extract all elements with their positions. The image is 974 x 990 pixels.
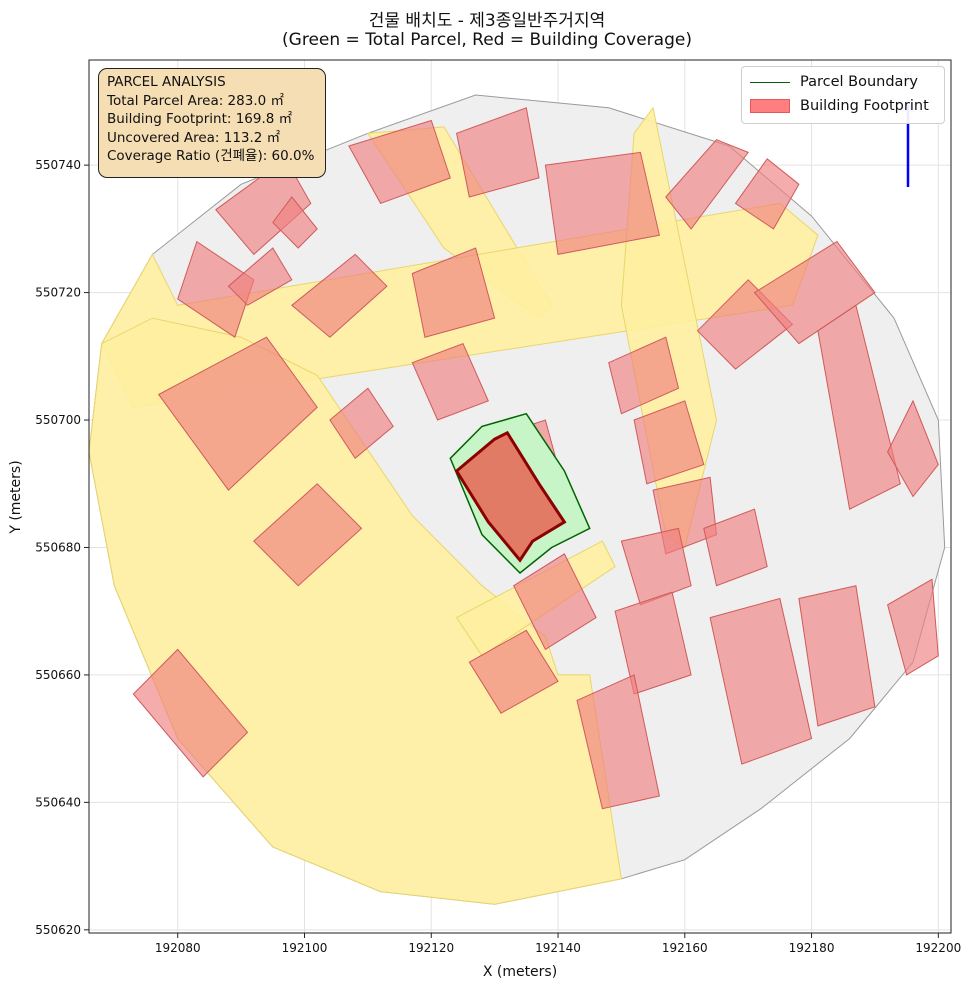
y-tick-label: 550720 (35, 286, 81, 300)
legend-label-boundary: Parcel Boundary (800, 74, 918, 90)
building-footprint (614, 591, 692, 695)
building-footprint (329, 387, 394, 460)
building-footprint (157, 336, 318, 491)
y-tick-label: 550740 (35, 158, 81, 172)
building-footprint (227, 247, 293, 306)
x-tick-label: 192180 (789, 941, 835, 955)
y-tick-label: 550700 (35, 413, 81, 427)
building-footprint (887, 399, 939, 498)
building-footprint (253, 483, 363, 587)
chart-subtitle: (Green = Total Parcel, Red = Building Co… (282, 30, 692, 50)
building-footprint (703, 508, 768, 587)
building-footprint (633, 400, 705, 485)
building-footprint (665, 139, 749, 230)
plot-frame (88, 59, 952, 934)
info-heading: PARCEL ANALYSIS (107, 74, 226, 90)
building-footprint (734, 158, 800, 230)
building-footprint (753, 240, 876, 345)
info-uncovered: Uncovered Area: 113.2 ㎡ (107, 129, 281, 146)
building-footprint (468, 629, 559, 714)
y-tick-label: 550620 (35, 923, 81, 937)
building-footprint (513, 553, 597, 651)
parcel-analysis-box: PARCEL ANALYSIS Total Parcel Area: 283.0… (98, 68, 326, 178)
building-footprint (798, 585, 876, 727)
y-axis-label: Y (meters) (8, 460, 24, 534)
info-footprint: Building Footprint: 169.8 ㎡ (107, 111, 293, 127)
chart-title: 건물 배치도 - 제3종일반주거지역 (368, 11, 606, 31)
building-footprint (348, 119, 451, 205)
building-footprint (817, 304, 901, 510)
building-footprint (544, 151, 661, 255)
building-footprint (887, 578, 939, 676)
x-axis-label: X (meters) (483, 964, 557, 980)
info-total-area: Total Parcel Area: 283.0 ㎡ (107, 92, 284, 109)
y-tick-label: 550640 (35, 795, 81, 809)
building-footprint (132, 648, 249, 778)
building-footprint (620, 527, 692, 606)
legend: Parcel Boundary Building Footprint (741, 66, 945, 124)
legend-patch-swatch (750, 99, 790, 113)
building-footprint (608, 336, 680, 415)
x-tick-label: 192120 (408, 941, 454, 955)
x-tick-label: 192140 (535, 941, 581, 955)
x-tick-label: 192100 (282, 941, 328, 955)
building-footprint (709, 597, 813, 765)
building-footprint (456, 107, 540, 198)
building-footprint (291, 253, 388, 338)
legend-item-boundary: Parcel Boundary (750, 71, 918, 93)
tick-layer: 192080 192100 192120 192140 192160 192180 1922… (35, 158, 961, 955)
x-tick-label: 192200 (915, 941, 961, 955)
target-building-footprint (454, 430, 567, 563)
x-tick-label: 192160 (662, 941, 708, 955)
y-tick-label: 550660 (35, 668, 81, 682)
map-layer (88, 94, 946, 905)
building-footprint (576, 674, 660, 810)
y-tick-label: 550680 (35, 540, 81, 554)
legend-line-swatch (750, 81, 790, 83)
building-footprint (272, 196, 318, 249)
x-tick-label: 192080 (155, 941, 201, 955)
building-footprint (411, 342, 489, 421)
legend-label-footprint: Building Footprint (800, 98, 929, 114)
info-coverage-ratio: Coverage Ratio (건폐율): 60.0% (107, 148, 315, 164)
legend-item-footprint: Building Footprint (750, 95, 929, 117)
building-footprint (411, 247, 496, 338)
